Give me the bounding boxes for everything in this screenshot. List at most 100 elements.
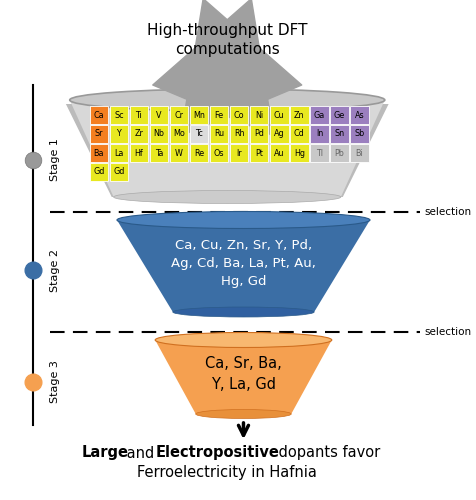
Polygon shape [155, 340, 331, 414]
Text: Ir: Ir [236, 148, 241, 158]
Text: Co: Co [233, 110, 244, 120]
FancyBboxPatch shape [349, 144, 368, 162]
Text: Mo: Mo [173, 130, 185, 138]
FancyBboxPatch shape [249, 126, 268, 142]
FancyBboxPatch shape [329, 106, 348, 124]
Text: Zn: Zn [294, 110, 304, 120]
Text: Re: Re [194, 148, 204, 158]
FancyBboxPatch shape [109, 126, 128, 142]
FancyBboxPatch shape [289, 106, 308, 124]
Text: selection: selection [423, 327, 470, 337]
Text: Ba: Ba [93, 148, 104, 158]
Ellipse shape [155, 332, 331, 347]
Text: Zr: Zr [134, 130, 143, 138]
Text: Cu: Cu [273, 110, 284, 120]
Text: Electropositive: Electropositive [155, 446, 279, 460]
FancyBboxPatch shape [209, 106, 228, 124]
FancyBboxPatch shape [309, 144, 328, 162]
FancyBboxPatch shape [269, 106, 288, 124]
FancyBboxPatch shape [189, 106, 208, 124]
FancyBboxPatch shape [349, 106, 368, 124]
Ellipse shape [117, 212, 369, 228]
FancyBboxPatch shape [109, 144, 128, 162]
FancyBboxPatch shape [249, 106, 268, 124]
Text: Tc: Tc [195, 130, 203, 138]
FancyBboxPatch shape [249, 144, 268, 162]
Text: Ge: Ge [333, 110, 344, 120]
FancyBboxPatch shape [169, 106, 188, 124]
Text: W: W [175, 148, 183, 158]
Polygon shape [66, 104, 388, 197]
FancyBboxPatch shape [129, 106, 148, 124]
Text: Stage 3: Stage 3 [50, 360, 60, 404]
Text: Gd: Gd [93, 168, 104, 176]
FancyBboxPatch shape [129, 144, 148, 162]
Text: La: La [114, 148, 123, 158]
Text: dopants favor: dopants favor [273, 446, 379, 460]
Text: Au: Au [273, 148, 284, 158]
Ellipse shape [195, 410, 291, 418]
Text: Hg: Hg [293, 148, 304, 158]
Ellipse shape [69, 89, 384, 111]
Text: Fe: Fe [214, 110, 223, 120]
FancyBboxPatch shape [229, 126, 248, 142]
Text: Ag: Ag [273, 130, 284, 138]
Text: High-throughput DFT
computations: High-throughput DFT computations [147, 23, 307, 56]
FancyBboxPatch shape [289, 126, 308, 142]
Text: Large: Large [81, 446, 128, 460]
Text: Os: Os [213, 148, 224, 158]
Text: Cr: Cr [174, 110, 183, 120]
Text: Ta: Ta [155, 148, 163, 158]
FancyBboxPatch shape [89, 106, 108, 124]
FancyBboxPatch shape [269, 126, 288, 142]
Text: Y: Y [116, 130, 121, 138]
FancyBboxPatch shape [149, 126, 168, 142]
Ellipse shape [172, 307, 314, 317]
FancyBboxPatch shape [209, 144, 228, 162]
Text: Pt: Pt [255, 148, 263, 158]
Text: V: V [156, 110, 161, 120]
FancyBboxPatch shape [169, 126, 188, 142]
FancyBboxPatch shape [289, 144, 308, 162]
Text: Cd: Cd [293, 130, 304, 138]
Text: Ca, Cu, Zn, Sr, Y, Pd,
Ag, Cd, Ba, La, Pt, Au,
Hg, Gd: Ca, Cu, Zn, Sr, Y, Pd, Ag, Cd, Ba, La, P… [171, 240, 315, 288]
Text: Rh: Rh [233, 130, 244, 138]
FancyBboxPatch shape [89, 144, 108, 162]
Text: Hf: Hf [134, 148, 143, 158]
Text: Pb: Pb [334, 148, 344, 158]
FancyBboxPatch shape [189, 126, 208, 142]
FancyBboxPatch shape [229, 106, 248, 124]
Text: In: In [315, 130, 322, 138]
Text: Sc: Sc [114, 110, 123, 120]
FancyBboxPatch shape [229, 144, 248, 162]
Text: Sb: Sb [354, 130, 364, 138]
Polygon shape [69, 100, 384, 197]
FancyBboxPatch shape [209, 126, 228, 142]
FancyBboxPatch shape [129, 126, 148, 142]
FancyBboxPatch shape [189, 144, 208, 162]
Text: Mn: Mn [193, 110, 205, 120]
Text: Sr: Sr [94, 130, 103, 138]
FancyBboxPatch shape [89, 126, 108, 142]
FancyBboxPatch shape [269, 144, 288, 162]
Text: Ru: Ru [214, 130, 224, 138]
FancyBboxPatch shape [309, 126, 328, 142]
Text: Ca: Ca [93, 110, 104, 120]
Text: Stage 1: Stage 1 [50, 138, 60, 182]
Text: Ca, Sr, Ba,
Y, La, Gd: Ca, Sr, Ba, Y, La, Gd [205, 356, 281, 392]
FancyBboxPatch shape [109, 106, 128, 124]
FancyBboxPatch shape [149, 106, 168, 124]
Text: As: As [354, 110, 364, 120]
Text: Ferroelectricity in Hafnia: Ferroelectricity in Hafnia [137, 464, 317, 479]
Text: and: and [122, 446, 159, 460]
Text: Stage 2: Stage 2 [50, 248, 60, 292]
FancyBboxPatch shape [149, 144, 168, 162]
Text: Tl: Tl [315, 148, 322, 158]
Text: Ti: Ti [135, 110, 142, 120]
Text: Nb: Nb [153, 130, 164, 138]
FancyBboxPatch shape [109, 164, 128, 180]
FancyBboxPatch shape [329, 144, 348, 162]
FancyBboxPatch shape [309, 106, 328, 124]
Text: Ga: Ga [313, 110, 324, 120]
FancyBboxPatch shape [169, 144, 188, 162]
